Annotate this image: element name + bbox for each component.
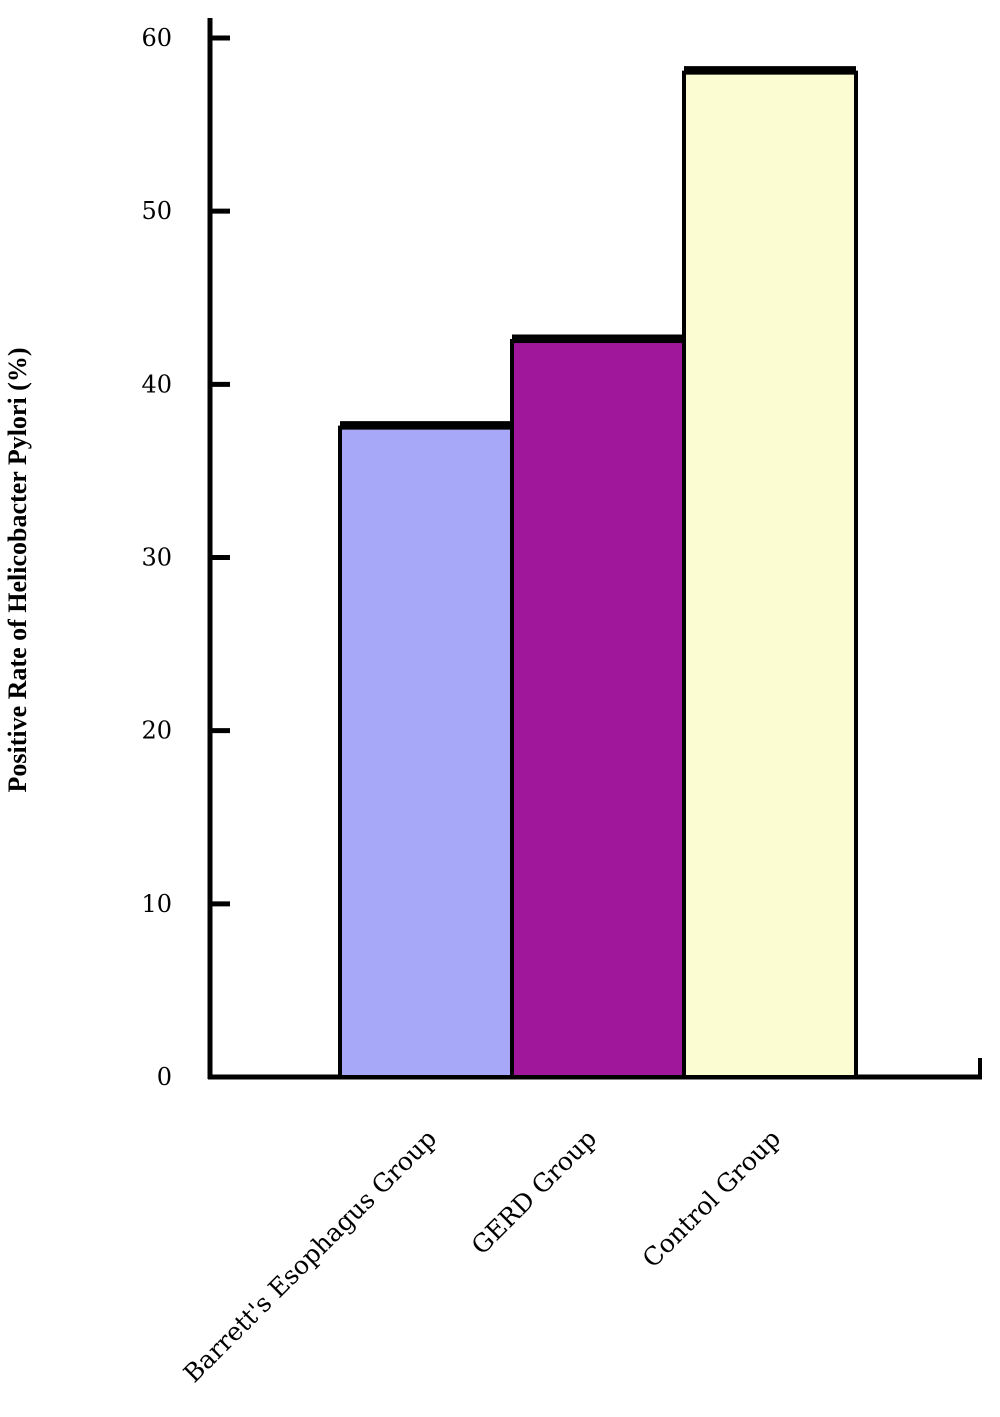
y-ticks: 0 10 20 30 40 50 60 bbox=[141, 24, 230, 1091]
bar-3 bbox=[682, 70, 858, 1079]
x-category-label: Barrett's Esophagus Group bbox=[178, 1124, 442, 1388]
y-tick-label: 0 bbox=[157, 1063, 172, 1091]
bar-2 bbox=[510, 339, 686, 1079]
y-tick-label: 10 bbox=[141, 890, 172, 918]
bar-1 bbox=[338, 425, 514, 1079]
y-tick-label: 50 bbox=[141, 197, 172, 225]
y-tick-label: 60 bbox=[141, 24, 172, 52]
y-tick-label: 20 bbox=[141, 717, 172, 745]
x-category-label: GERD Group bbox=[466, 1124, 603, 1261]
y-tick-label: 30 bbox=[141, 544, 172, 572]
x-category-label: Control Group bbox=[637, 1124, 786, 1273]
category-labels: Barrett's Esophagus Group GERD Group Contr… bbox=[178, 1124, 786, 1388]
y-axis-label: Positive Rate of Helicobacter Pylori (%) bbox=[3, 348, 32, 793]
bars bbox=[338, 66, 858, 1079]
y-tick-label: 40 bbox=[141, 370, 172, 398]
